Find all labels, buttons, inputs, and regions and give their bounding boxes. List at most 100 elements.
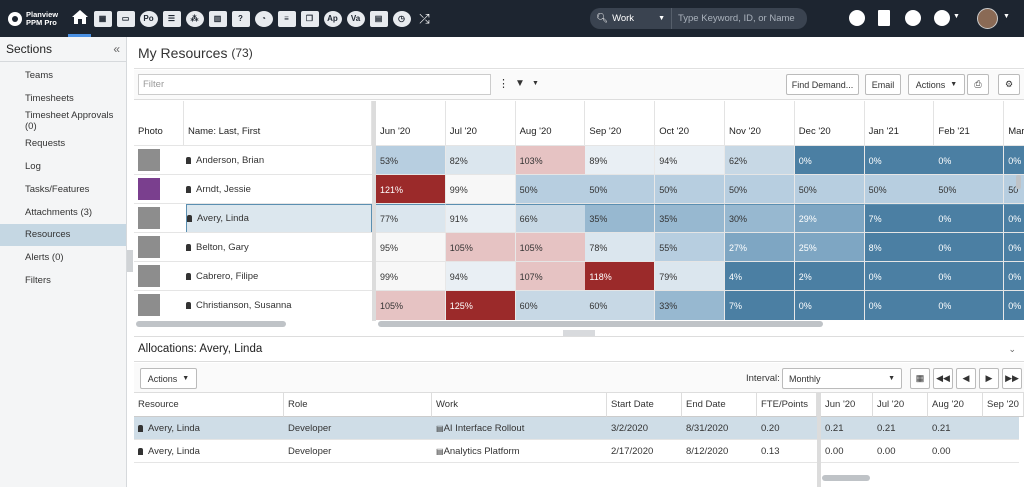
chevron-down-icon[interactable]: ▼ xyxy=(953,13,960,20)
allocation-column-header[interactable]: Sep '20 xyxy=(983,393,1024,417)
month-column-header[interactable]: Dec '20 xyxy=(795,101,865,145)
allocation-percent-cell[interactable]: 0% xyxy=(1004,204,1024,233)
resource-name[interactable]: Belton, Gary xyxy=(186,233,372,262)
print-icon[interactable]: ⎙ xyxy=(967,74,989,95)
allocation-column-header[interactable]: Resource xyxy=(134,393,284,417)
ap-icon[interactable]: Ap xyxy=(321,0,344,37)
calendar-icon[interactable]: ▦ xyxy=(910,368,930,389)
allocation-percent-cell[interactable]: 55% xyxy=(655,233,726,262)
resource-name[interactable]: Avery, Linda xyxy=(186,204,372,233)
photo-column-header[interactable]: Photo xyxy=(134,101,184,145)
allocation-column-header[interactable]: FTE/Points xyxy=(757,393,817,417)
help-icon[interactable] xyxy=(934,10,950,26)
allocation-percent-cell[interactable]: 0% xyxy=(934,233,1005,262)
allocation-percent-cell[interactable]: 105% xyxy=(515,233,586,262)
prev-page-icon[interactable]: ◀ xyxy=(956,368,976,389)
global-search[interactable]: 🔍︎ Work ▼ Type Keyword, ID, or Name xyxy=(590,8,807,29)
allocation-month-cell[interactable] xyxy=(983,440,1024,463)
month-column-header[interactable]: Nov '20 xyxy=(725,101,795,145)
allocation-percent-cell[interactable]: 7% xyxy=(864,204,935,233)
allocation-percent-cell[interactable]: 50% xyxy=(864,175,935,204)
allocation-percent-cell[interactable]: 7% xyxy=(725,291,795,320)
allocation-percent-cell[interactable]: 105% xyxy=(376,291,446,320)
allocation-percent-cell[interactable]: 25% xyxy=(794,233,865,262)
list-icon[interactable]: ☰ xyxy=(160,0,183,37)
month-column-header[interactable]: Aug '20 xyxy=(516,101,586,145)
allocation-column-header[interactable]: Jun '20 xyxy=(821,393,873,417)
allocation-percent-cell[interactable]: 94% xyxy=(655,146,726,175)
allocation-percent-cell[interactable]: 60% xyxy=(585,291,656,320)
allocation-percent-cell[interactable]: 0% xyxy=(934,291,1005,320)
month-column-header[interactable]: Jan '21 xyxy=(865,101,935,145)
pie-chart-icon[interactable]: ◔ xyxy=(252,0,275,37)
allocation-percent-cell[interactable]: 91% xyxy=(445,204,516,233)
timer-icon[interactable] xyxy=(849,10,865,26)
resource-row[interactable]: Arndt, Jessie 121% 99% 50% 50% 50% 50% 50% 50% 50… xyxy=(134,174,1024,204)
collapse-panel-icon[interactable]: ⌄ xyxy=(1008,343,1016,354)
allocation-percent-cell[interactable]: 53% xyxy=(376,146,446,175)
next-page-icon[interactable]: ▶ xyxy=(979,368,999,389)
allocation-cell-work[interactable]: ▤ AI Interface Rollout xyxy=(436,423,525,434)
globe-icon[interactable] xyxy=(905,10,921,26)
allocation-percent-cell[interactable]: 125% xyxy=(445,291,516,320)
sidebar-item-alerts[interactable]: Alerts (0) xyxy=(25,252,64,264)
document-icon[interactable]: ≡ xyxy=(275,0,298,37)
allocations-splitter[interactable] xyxy=(817,393,821,487)
allocation-percent-cell[interactable]: 0% xyxy=(1004,262,1024,291)
allocation-percent-cell[interactable]: 77% xyxy=(376,204,446,233)
allocation-percent-cell[interactable]: 0% xyxy=(794,291,865,320)
map-icon[interactable]: ▥ xyxy=(206,0,229,37)
allocation-percent-cell[interactable]: 118% xyxy=(585,262,656,291)
allocation-percent-cell[interactable]: 50% xyxy=(655,175,726,204)
resource-row[interactable]: Belton, Gary 95% 105% 105% 78% 55% 27% 25% 8% 0% 0… xyxy=(134,232,1024,262)
allocation-column-header[interactable]: Jul '20 xyxy=(873,393,928,417)
allocation-month-cell[interactable]: 0.00 xyxy=(825,446,844,457)
allocation-percent-cell[interactable]: 0% xyxy=(864,262,935,291)
allocation-percent-cell[interactable]: 79% xyxy=(655,262,726,291)
sidebar-item-log[interactable]: Log xyxy=(25,161,41,173)
allocation-percent-cell[interactable]: 50 xyxy=(1004,175,1024,204)
allocation-percent-cell[interactable]: 50% xyxy=(515,175,586,204)
grid-splitter[interactable] xyxy=(372,101,376,321)
allocation-percent-cell[interactable]: 95% xyxy=(376,233,446,262)
allocation-percent-cell[interactable]: 0% xyxy=(934,146,1005,175)
allocation-percent-cell[interactable]: 105% xyxy=(445,233,516,262)
sidebar-item-resources[interactable]: Resources xyxy=(0,223,126,247)
allocation-percent-cell[interactable]: 29% xyxy=(794,204,865,233)
allocation-percent-cell[interactable]: 4% xyxy=(725,262,795,291)
allocation-percent-cell[interactable]: 82% xyxy=(445,146,516,175)
allocation-percent-cell[interactable]: 50% xyxy=(794,175,865,204)
sidebar-item-tasks-features[interactable]: Tasks/Features xyxy=(25,183,90,195)
clock-icon[interactable]: ◷ xyxy=(390,0,413,37)
allocation-percent-cell[interactable]: 0% xyxy=(934,262,1005,291)
building-icon[interactable]: ▤ xyxy=(367,0,390,37)
filter-funnel-icon[interactable]: ▼ xyxy=(515,78,525,89)
allocation-percent-cell[interactable]: 66% xyxy=(515,204,586,233)
sidebar-item-teams[interactable]: Teams xyxy=(25,69,53,81)
allocation-percent-cell[interactable]: 103% xyxy=(515,146,586,175)
portfolio-icon[interactable]: Po xyxy=(137,0,160,37)
resource-row[interactable]: Anderson, Brian 53% 82% 103% 89% 94% 62% 0% 0% 0%… xyxy=(134,145,1024,175)
allocations-scrollbar[interactable] xyxy=(822,475,870,481)
month-column-header[interactable]: Feb '21 xyxy=(934,101,1005,145)
user-avatar[interactable] xyxy=(977,8,998,29)
collapse-icon[interactable]: « xyxy=(113,42,120,56)
allocation-percent-cell[interactable]: 89% xyxy=(585,146,656,175)
inbox-icon[interactable]: ▭ xyxy=(114,0,137,37)
left-horizontal-scrollbar[interactable] xyxy=(136,321,286,327)
allocation-percent-cell[interactable]: 62% xyxy=(725,146,795,175)
allocation-percent-cell[interactable]: 107% xyxy=(515,262,586,291)
allocation-month-cell[interactable]: 0.00 xyxy=(877,446,896,457)
allocation-percent-cell[interactable]: 50% xyxy=(934,175,1005,204)
allocation-cell-work[interactable]: ▤ Analytics Platform xyxy=(436,446,520,457)
sidebar-item-timesheet-approvals[interactable]: Timesheet Approvals (0) xyxy=(25,109,114,132)
groups-icon[interactable]: ⁂ xyxy=(183,0,206,37)
first-page-icon[interactable]: ◀◀ xyxy=(933,368,953,389)
month-column-header[interactable]: Mar xyxy=(1004,101,1024,145)
allocation-percent-cell[interactable]: 35% xyxy=(585,204,656,233)
month-column-header[interactable]: Oct '20 xyxy=(655,101,725,145)
email-button[interactable]: Email xyxy=(865,74,901,95)
allocation-column-header[interactable]: Aug '20 xyxy=(928,393,983,417)
allocation-percent-cell[interactable]: 94% xyxy=(445,262,516,291)
actions-dropdown[interactable]: Actions ▼ xyxy=(908,74,965,95)
